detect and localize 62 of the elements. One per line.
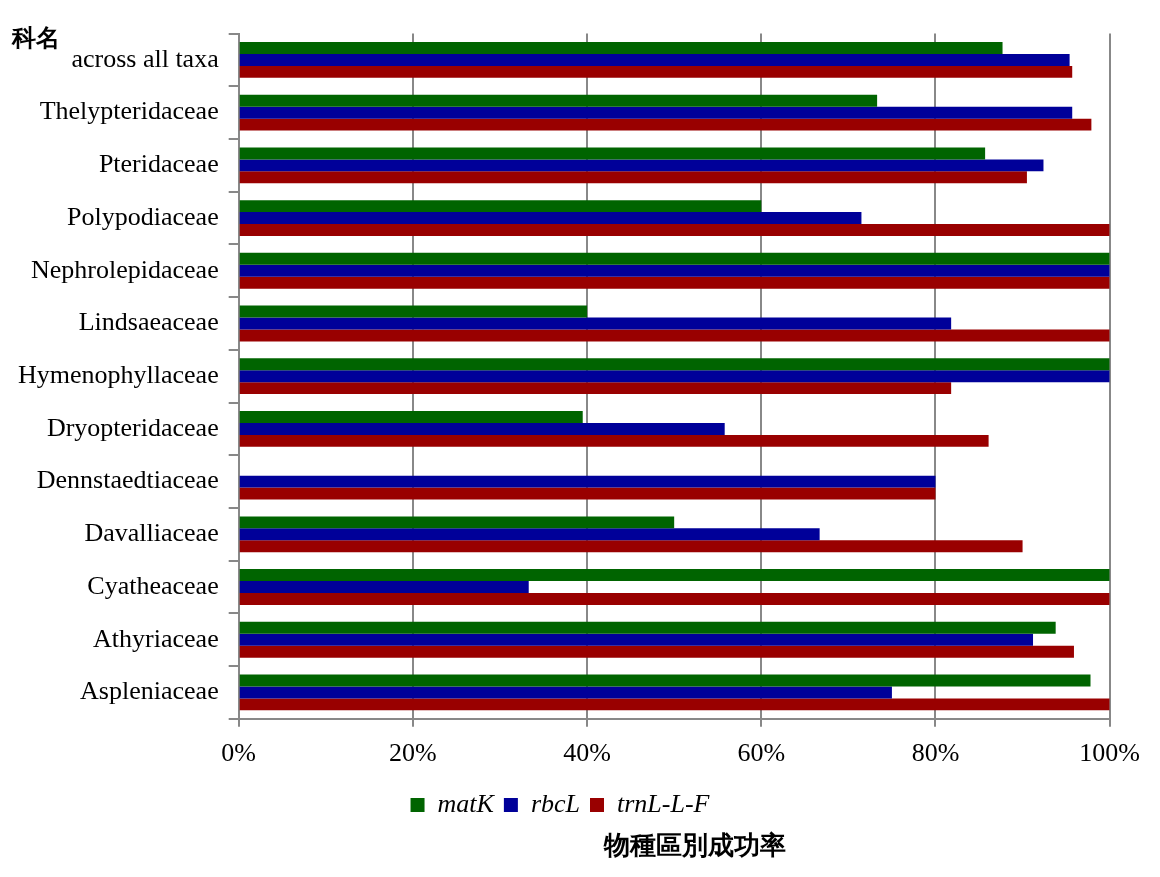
x-tick-label: 100%: [1079, 738, 1141, 768]
bar: [239, 317, 952, 330]
bar: [239, 540, 1023, 553]
x-tick-label: 80%: [911, 738, 960, 768]
bar: [239, 633, 1034, 646]
legend-label: matK: [437, 788, 496, 818]
x-axis-title: 物種區別成功率: [602, 830, 787, 862]
bar: [239, 94, 878, 107]
y-tick-label: across all taxa: [71, 43, 220, 73]
y-tick-label: Lindsaeaceae: [78, 307, 219, 337]
bar: [239, 528, 820, 541]
bar: [239, 382, 952, 395]
bar: [239, 645, 1074, 658]
bar: [239, 65, 1073, 78]
y-tick-label: Davalliaceae: [84, 518, 219, 548]
x-tick-label: 60%: [737, 738, 786, 768]
y-tick-label: Nephrolepidaceae: [31, 254, 219, 284]
bar: [239, 305, 588, 318]
bar: [239, 147, 986, 160]
bar: [239, 475, 936, 488]
bar: [239, 358, 1110, 371]
bar: [239, 252, 1110, 265]
bar: [239, 224, 1110, 236]
y-tick-label: Hymenophyllaceae: [18, 360, 219, 390]
legend-label: rbcL: [530, 788, 581, 818]
bar: [239, 212, 862, 225]
bar: [239, 581, 529, 593]
x-tick-label: 20%: [389, 738, 437, 768]
y-tick-label: Dennstaedtiaceae: [36, 465, 219, 495]
bar: [239, 621, 1056, 634]
bar: [239, 434, 989, 447]
bar: [239, 171, 1027, 184]
bar: [239, 516, 675, 529]
y-tick-label: Cyatheaceae: [87, 570, 219, 600]
bar: [239, 276, 1110, 289]
bar: [239, 422, 725, 435]
bar: [239, 53, 1070, 66]
bar: [239, 329, 1110, 342]
bar: [239, 698, 1110, 711]
y-tick-label: Athyriaceae: [93, 623, 219, 653]
legend-label: trnL-L-F: [617, 788, 711, 818]
y-tick-label: Thelypteridaceae: [39, 96, 219, 126]
x-tick-label: 40%: [563, 738, 611, 768]
bar: [239, 159, 1044, 172]
bar: [239, 106, 1073, 119]
bar: [239, 118, 1092, 131]
bar: [239, 593, 1110, 605]
bar: [239, 487, 936, 500]
y-tick-label: Polypodiaceae: [67, 201, 219, 231]
bar: [239, 370, 1110, 383]
bar: [239, 264, 1110, 277]
y-axis-title: 科名: [12, 24, 60, 53]
bar: [239, 410, 583, 423]
bar: [239, 200, 762, 213]
x-tick-label: 0%: [221, 738, 257, 768]
bar: [239, 674, 1091, 687]
bar: [239, 42, 1003, 54]
bar: [239, 569, 1110, 582]
y-tick-label: Pteridaceae: [98, 149, 219, 179]
bar: [239, 686, 892, 699]
y-tick-label: Aspleniaceae: [80, 676, 219, 706]
y-tick-label: Dryopteridaceae: [46, 412, 219, 442]
